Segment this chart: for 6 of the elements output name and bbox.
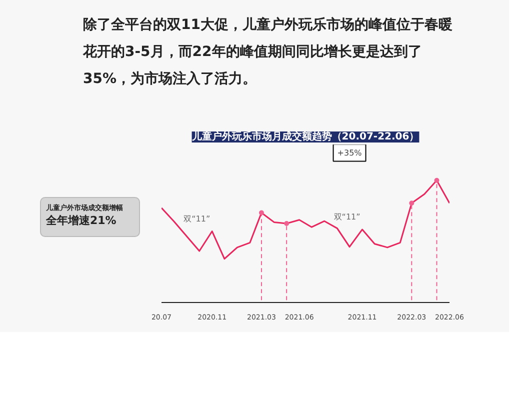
chart-subtitle: 除了全平台的双11大促，儿童户外玩乐市场的峰值位于春暖花开的3-5月，而22年的峰值期间同比增长更是达到了35%，为市场注入了活力。 [83, 16, 454, 89]
chart-title: 儿童户外玩乐市场月成交额趋势（20.07-22.06） [190, 130, 420, 142]
annotation: 双“11” [334, 212, 360, 222]
text: 全年增速21% [46, 213, 118, 229]
text: +35% [337, 148, 362, 158]
annotation: 双“11” [184, 214, 210, 224]
